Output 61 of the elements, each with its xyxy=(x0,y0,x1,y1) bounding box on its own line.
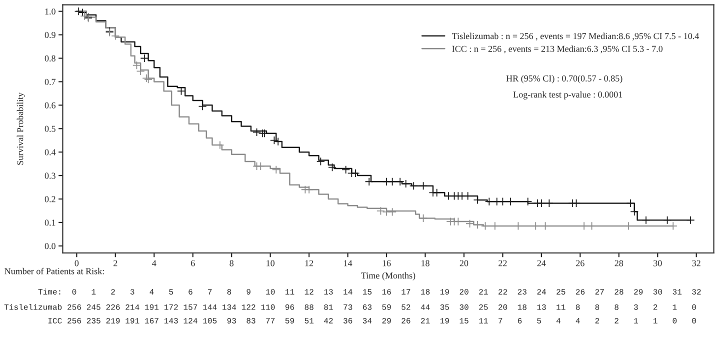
point xyxy=(420,182,428,190)
text: Time: 0 1 2 3 4 5 6 7 8 9 10 11 12 13 14 15 16 17 18 19 20 21 22 23 24 25 26 27 28 29 30 31 32 xyxy=(38,288,701,295)
y-tick-label: 0.8 xyxy=(44,55,56,62)
point xyxy=(686,216,694,224)
x-tick-label: 24 xyxy=(537,260,546,266)
x-tick-label: 14 xyxy=(344,260,352,266)
point xyxy=(474,221,482,229)
x-tick-label: 16 xyxy=(382,260,391,266)
y-tick-label: 1.0 xyxy=(45,8,56,15)
x-tick-label: 30 xyxy=(654,260,662,266)
legend-label: ICC : n = 256 , events = 213 Median:6.3 ,95% CI 5.3 - 7.0 xyxy=(452,46,663,54)
y-tick-label: 0.1 xyxy=(44,220,56,226)
point xyxy=(664,216,672,224)
y-tick-label: 0.0 xyxy=(44,243,56,250)
x-tick-label: 18 xyxy=(422,260,430,266)
y-tick-label: 0.2 xyxy=(44,196,56,202)
x-tick-label: 26 xyxy=(576,260,584,266)
point xyxy=(316,158,324,166)
y-tick-label: 0.3 xyxy=(44,172,56,179)
x-tick-label: 4 xyxy=(152,260,156,266)
x-tick-label: 32 xyxy=(692,260,700,266)
y-tick-label: 0.6 xyxy=(44,102,56,108)
y-tick-label: 0.9 xyxy=(44,32,56,38)
annotation: Log-rank test p-value : 0.0001 xyxy=(513,91,622,100)
point xyxy=(388,178,396,186)
point xyxy=(630,208,638,216)
point xyxy=(410,182,418,190)
point xyxy=(388,208,396,216)
text: Number of Patients at Risk: xyxy=(4,268,104,274)
x-tick-label: 20 xyxy=(460,260,468,266)
y-tick-label: 0.5 xyxy=(44,126,56,132)
y-tick-label: 0.7 xyxy=(44,78,56,85)
x-tick-label: 0 xyxy=(74,260,79,266)
point xyxy=(256,162,264,170)
point xyxy=(144,76,152,84)
x-axis-title: Time (Months) xyxy=(361,272,416,280)
legend-label: Tislelizumab : n = 256 , events = 197 Median:8.6 ,95% CI 7.5 - 10.4 xyxy=(452,32,700,40)
y-tick-label: 0.4 xyxy=(44,149,56,156)
x-tick-label: 6 xyxy=(190,260,195,266)
text: ICC 256 235 219 191 167 143 124 105 93 83 77 59 51 42 36 34 29 26 21 19 15 11 7 6 5 4 4 2 2 1 1 0 0 xyxy=(48,318,696,324)
point xyxy=(272,166,280,174)
point xyxy=(352,169,360,177)
point xyxy=(270,136,278,144)
point xyxy=(396,178,404,186)
y-axis-title: Survival Probability xyxy=(16,92,26,165)
point xyxy=(305,186,313,194)
x-tick-label: 2 xyxy=(114,260,118,266)
point xyxy=(642,216,650,224)
point xyxy=(433,188,441,196)
point xyxy=(74,8,82,16)
annotation: HR (95% CI) : 0.70(0.57 - 0.85) xyxy=(506,75,622,84)
x-tick-label: 28 xyxy=(614,260,624,266)
x-tick-label: 10 xyxy=(266,260,274,266)
x-tick-label: 8 xyxy=(230,260,234,266)
x-tick-label: 22 xyxy=(498,260,507,266)
point xyxy=(365,178,373,186)
point xyxy=(342,166,350,174)
x-tick-label: 12 xyxy=(305,260,314,266)
point xyxy=(376,207,385,215)
point xyxy=(80,12,88,20)
text: Tislelizumab 256 245 226 214 191 172 157 144 134 122 110 96 88 81 73 63 59 52 44 35 30 25 20 18 13 11 8 8 8 3 2 1 0 xyxy=(4,304,696,310)
